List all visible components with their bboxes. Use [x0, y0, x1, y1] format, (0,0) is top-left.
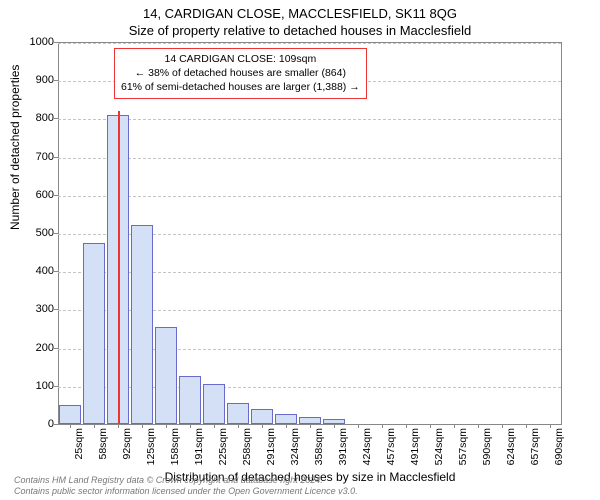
x-tick-label: 25sqm [73, 428, 85, 460]
x-tick-label: 158sqm [169, 428, 181, 465]
x-tick-label: 557sqm [457, 428, 469, 465]
x-tick-label: 590sqm [481, 428, 493, 465]
y-tick-label: 100 [36, 380, 54, 392]
x-tick-label: 191sqm [193, 428, 205, 465]
histogram-bar [155, 327, 177, 424]
histogram-bar [203, 384, 225, 424]
y-tick-label: 1000 [30, 36, 54, 48]
x-tick-mark [550, 424, 551, 428]
x-tick-label: 391sqm [337, 428, 349, 465]
y-tick-label: 700 [36, 151, 54, 163]
x-tick-mark [430, 424, 431, 428]
x-tick-label: 624sqm [505, 428, 517, 465]
x-tick-label: 524sqm [433, 428, 445, 465]
histogram-bar [179, 376, 201, 424]
x-tick-mark [214, 424, 215, 428]
x-tick-mark [94, 424, 95, 428]
y-tick-label: 200 [36, 342, 54, 354]
x-tick-mark [190, 424, 191, 428]
y-tick-label: 500 [36, 227, 54, 239]
marker-line [118, 111, 120, 424]
x-tick-label: 125sqm [145, 428, 157, 465]
x-tick-mark [478, 424, 479, 428]
x-tick-label: 358sqm [313, 428, 325, 465]
footer: Contains HM Land Registry data © Crown c… [14, 475, 358, 498]
header: 14, CARDIGAN CLOSE, MACCLESFIELD, SK11 8… [0, 0, 600, 38]
histogram-bar [227, 403, 249, 424]
x-tick-mark [526, 424, 527, 428]
x-tick-mark [454, 424, 455, 428]
x-tick-mark [334, 424, 335, 428]
x-tick-mark [286, 424, 287, 428]
x-tick-mark [70, 424, 71, 428]
x-tick-mark [382, 424, 383, 428]
annotation-line: 61% of semi-detached houses are larger (… [121, 80, 360, 94]
y-tick-label: 900 [36, 74, 54, 86]
x-tick-label: 258sqm [241, 428, 253, 465]
x-tick-label: 58sqm [97, 428, 109, 460]
x-tick-label: 225sqm [217, 428, 229, 465]
x-tick-mark [238, 424, 239, 428]
x-tick-mark [142, 424, 143, 428]
x-axis: 25sqm 58sqm 92sqm 125sqm 158sqm 191sqm 225sqm 2… [58, 424, 562, 468]
x-tick-label: 291sqm [265, 428, 277, 465]
y-tick-label: 400 [36, 265, 54, 277]
page-subtitle: Size of property relative to detached ho… [0, 23, 600, 38]
histogram-bar [83, 243, 105, 424]
y-tick-label: 600 [36, 189, 54, 201]
gridline [58, 119, 561, 120]
x-tick-mark [358, 424, 359, 428]
y-tick-label: 300 [36, 303, 54, 315]
annotation-box: 14 CARDIGAN CLOSE: 109sqm← 38% of detach… [114, 48, 367, 99]
histogram-bar [299, 417, 321, 424]
histogram-bar [275, 414, 297, 424]
x-tick-mark [310, 424, 311, 428]
gridline [58, 43, 561, 44]
x-tick-label: 491sqm [409, 428, 421, 465]
y-axis: 01002003004005006007008009001000 [0, 42, 58, 424]
chart-plot [58, 42, 562, 424]
x-tick-label: 657sqm [529, 428, 541, 465]
x-tick-mark [166, 424, 167, 428]
x-tick-mark [118, 424, 119, 428]
annotation-line: 14 CARDIGAN CLOSE: 109sqm [121, 52, 360, 66]
footer-line1: Contains HM Land Registry data © Crown c… [14, 475, 358, 486]
annotation-line: ← 38% of detached houses are smaller (86… [121, 66, 360, 80]
y-tick-label: 800 [36, 112, 54, 124]
page-title: 14, CARDIGAN CLOSE, MACCLESFIELD, SK11 8… [0, 6, 600, 21]
x-tick-mark [406, 424, 407, 428]
gridline [58, 196, 561, 197]
x-tick-mark [262, 424, 263, 428]
gridline [58, 158, 561, 159]
x-tick-label: 92sqm [121, 428, 133, 460]
x-tick-label: 690sqm [553, 428, 565, 465]
x-tick-mark [502, 424, 503, 428]
x-tick-label: 324sqm [289, 428, 301, 465]
x-tick-label: 457sqm [385, 428, 397, 465]
x-tick-label: 424sqm [361, 428, 373, 465]
histogram-bar [251, 409, 273, 424]
footer-line2: Contains public sector information licen… [14, 486, 358, 497]
histogram-bar [59, 405, 81, 424]
histogram-bar [131, 225, 153, 424]
